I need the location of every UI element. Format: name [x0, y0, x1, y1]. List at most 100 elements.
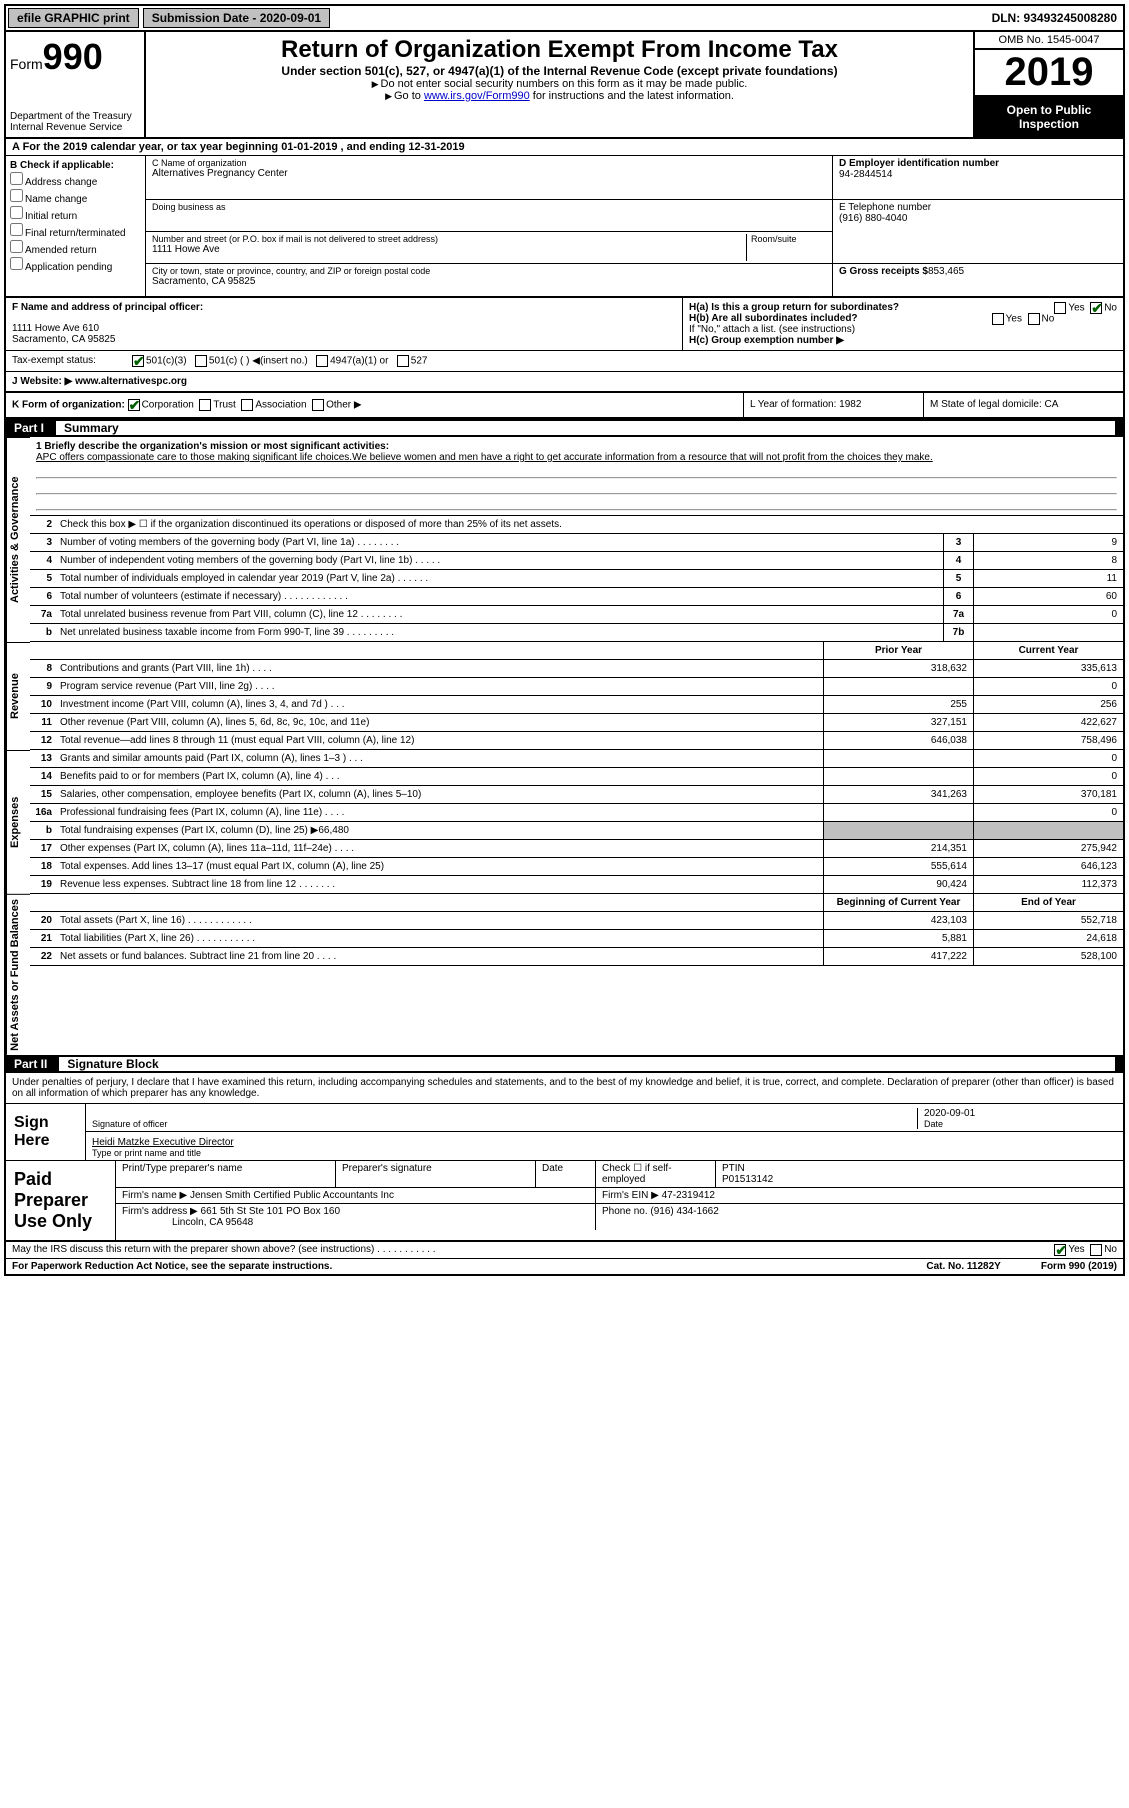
firm-addr1: 661 5th St Ste 101 PO Box 160	[201, 1206, 341, 1217]
c18: 646,123	[973, 858, 1123, 875]
sign-here-label: Sign Here	[6, 1104, 86, 1160]
form-ref: Form 990 (2019)	[1041, 1261, 1117, 1272]
efile-print-button[interactable]: efile GRAPHIC print	[8, 8, 139, 28]
signature-block: Under penalties of perjury, I declare th…	[6, 1073, 1123, 1259]
side-revenue: Revenue	[6, 642, 30, 750]
discuss-no[interactable]	[1090, 1244, 1102, 1256]
website-row: J Website: ▶ www.alternativespc.org	[6, 372, 1123, 393]
officer-name-title: Heidi Matzke Executive Director	[92, 1137, 1117, 1148]
year-formation: L Year of formation: 1982	[743, 393, 923, 417]
c12: 758,496	[973, 732, 1123, 749]
discuss-row: May the IRS discuss this return with the…	[6, 1242, 1123, 1259]
website-url: www.alternativespc.org	[75, 376, 187, 387]
c14: 0	[973, 768, 1123, 785]
p16a	[823, 804, 973, 821]
check-initial-return[interactable]: Initial return	[10, 206, 141, 222]
check-501c3[interactable]	[132, 355, 144, 367]
val-6: 60	[973, 588, 1123, 605]
dept-treasury: Department of the Treasury Internal Reve…	[10, 111, 140, 133]
c11: 422,627	[973, 714, 1123, 731]
val-7a: 0	[973, 606, 1123, 623]
p9	[823, 678, 973, 695]
c17: 275,942	[973, 840, 1123, 857]
org-name: Alternatives Pregnancy Center	[152, 168, 826, 179]
ha-no[interactable]	[1090, 302, 1102, 314]
top-toolbar: efile GRAPHIC print Submission Date - 20…	[6, 6, 1123, 32]
hb-no[interactable]	[1028, 313, 1040, 325]
form-title: Return of Organization Exempt From Incom…	[154, 36, 965, 64]
check-assoc[interactable]	[241, 399, 253, 411]
p20: 423,103	[823, 912, 973, 929]
sig-date: 2020-09-01	[924, 1108, 1117, 1119]
irs-link[interactable]: www.irs.gov/Form990	[424, 90, 530, 102]
check-name-change[interactable]: Name change	[10, 189, 141, 205]
hb-yes[interactable]	[992, 313, 1004, 325]
ptin: P01513142	[722, 1174, 1117, 1185]
tax-status-row: Tax-exempt status: 501(c)(3) 501(c) ( ) …	[6, 351, 1123, 372]
form-header: Form990 Department of the Treasury Inter…	[6, 32, 1123, 139]
form-990-page: efile GRAPHIC print Submission Date - 20…	[4, 4, 1125, 1276]
side-expenses: Expenses	[6, 750, 30, 894]
c15: 370,181	[973, 786, 1123, 803]
col-c-org: C Name of organization Alternatives Preg…	[146, 156, 833, 296]
check-501c[interactable]	[195, 355, 207, 367]
check-addr-change[interactable]: Address change	[10, 172, 141, 188]
row-a-tax-year: A For the 2019 calendar year, or tax yea…	[6, 139, 1123, 156]
open-public-badge: Open to Public Inspection	[975, 97, 1123, 137]
firm-addr2: Lincoln, CA 95648	[172, 1217, 253, 1228]
p8: 318,632	[823, 660, 973, 677]
c20: 552,718	[973, 912, 1123, 929]
paid-preparer-label: Paid Preparer Use Only	[6, 1161, 116, 1240]
discuss-yes[interactable]	[1054, 1244, 1066, 1256]
p13	[823, 750, 973, 767]
part-1-header: Part I Summary	[6, 419, 1123, 437]
c19: 112,373	[973, 876, 1123, 893]
ssn-note: Do not enter social security numbers on …	[154, 78, 965, 90]
p18: 555,614	[823, 858, 973, 875]
p11: 327,151	[823, 714, 973, 731]
p10: 255	[823, 696, 973, 713]
val-5: 11	[973, 570, 1123, 587]
check-527[interactable]	[397, 355, 409, 367]
check-app-pending[interactable]: Application pending	[10, 257, 141, 273]
p21: 5,881	[823, 930, 973, 947]
declaration: Under penalties of perjury, I declare th…	[6, 1073, 1123, 1104]
form-subtitle: Under section 501(c), 527, or 4947(a)(1)…	[154, 64, 965, 78]
c13: 0	[973, 750, 1123, 767]
dln-label: DLN: 93493245008280	[986, 9, 1123, 27]
tax-year: 2019	[975, 50, 1123, 97]
side-net-assets: Net Assets or Fund Balances	[6, 894, 30, 1055]
submission-date-button[interactable]: Submission Date - 2020-09-01	[143, 8, 330, 28]
org-street: 1111 Howe Ave	[152, 244, 746, 255]
c10: 256	[973, 696, 1123, 713]
c21: 24,618	[973, 930, 1123, 947]
mission-block: 1 Briefly describe the organization's mi…	[30, 437, 1123, 516]
row-f-h: F Name and address of principal officer:…	[6, 298, 1123, 351]
check-corp[interactable]	[128, 399, 140, 411]
p22: 417,222	[823, 948, 973, 965]
check-final-return[interactable]: Final return/terminated	[10, 223, 141, 239]
val-7b	[973, 624, 1123, 641]
c9: 0	[973, 678, 1123, 695]
form-number: Form990	[10, 36, 140, 78]
officer-addr2: Sacramento, CA 95825	[12, 334, 676, 345]
p15: 341,263	[823, 786, 973, 803]
val-4: 8	[973, 552, 1123, 569]
check-4947[interactable]	[316, 355, 328, 367]
officer-addr1: 1111 Howe Ave 610	[12, 323, 676, 334]
ha-yes[interactable]	[1054, 302, 1066, 314]
cat-no: Cat. No. 11282Y	[926, 1261, 1000, 1272]
check-trust[interactable]	[199, 399, 211, 411]
side-governance: Activities & Governance	[6, 437, 30, 642]
part-2-header: Part II Signature Block	[6, 1055, 1123, 1073]
check-amended[interactable]: Amended return	[10, 240, 141, 256]
check-other[interactable]	[312, 399, 324, 411]
p17: 214,351	[823, 840, 973, 857]
row-k-l-m: K Form of organization: Corporation Trus…	[6, 393, 1123, 419]
col-b-checks: B Check if applicable: Address change Na…	[6, 156, 146, 296]
instructions-note: Go to www.irs.gov/Form990 for instructio…	[154, 90, 965, 102]
org-city: Sacramento, CA 95825	[152, 276, 826, 287]
ein: 94-2844514	[839, 169, 1117, 180]
bottom-row: For Paperwork Reduction Act Notice, see …	[6, 1259, 1123, 1274]
c22: 528,100	[973, 948, 1123, 965]
